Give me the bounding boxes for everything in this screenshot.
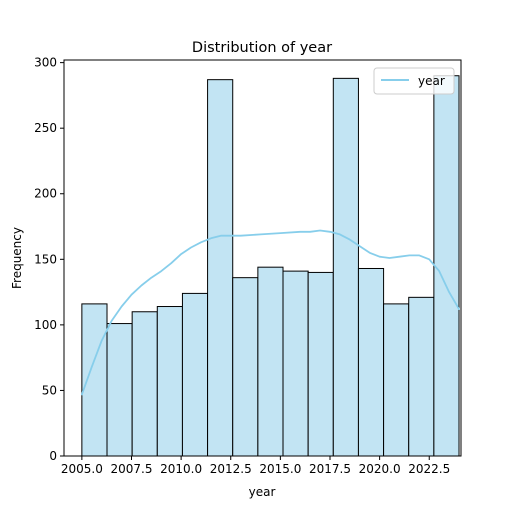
x-axis-ticks: 2005.0 2007.5 2010.0 2012.5 2015.0 2017.5 2020… <box>61 456 450 476</box>
x-axis-label: year <box>249 485 276 499</box>
histogram-bar <box>383 303 410 457</box>
histogram-bar <box>156 306 183 457</box>
histogram-bar <box>207 79 234 457</box>
histogram-bar <box>332 77 359 457</box>
x-tick-label: 2020.0 <box>359 462 401 476</box>
x-tick-label: 2005.0 <box>61 462 103 476</box>
x-tick-label: 2015.0 <box>259 462 301 476</box>
y-tick-label: 50 <box>42 383 57 397</box>
histogram-bar <box>106 323 133 457</box>
histogram-bar <box>357 267 385 457</box>
histogram-bar <box>408 296 435 457</box>
x-tick-label: 2017.5 <box>309 462 351 476</box>
x-tick-label: 2007.5 <box>110 462 152 476</box>
x-tick-label: 2010.0 <box>160 462 202 476</box>
histogram-bar <box>131 311 158 457</box>
histogram-bar <box>181 292 209 457</box>
bars-group <box>81 75 460 457</box>
histogram-bar <box>257 266 284 457</box>
y-axis-label: Frequency <box>10 227 24 289</box>
histogram-bar <box>282 270 309 457</box>
legend: year <box>373 67 455 95</box>
x-tick-label: 2022.5 <box>408 462 450 476</box>
y-axis-ticks: 0 50 100 150 200 250 300 <box>34 56 64 463</box>
y-tick-label: 200 <box>34 187 57 201</box>
chart-title: Distribution of year <box>192 40 332 56</box>
x-tick-label: 2012.5 <box>210 462 252 476</box>
y-tick-label: 250 <box>34 121 57 135</box>
legend-label-year: year <box>418 74 445 88</box>
y-tick-label: 300 <box>34 56 57 70</box>
plot-frame <box>63 59 462 457</box>
y-tick-label: 0 <box>49 449 57 463</box>
y-tick-label: 100 <box>34 318 57 332</box>
y-tick-label: 150 <box>34 252 57 266</box>
legend-box <box>373 67 455 95</box>
kde-group <box>81 229 460 396</box>
histogram-bar <box>433 75 460 457</box>
histogram-bar <box>232 277 259 457</box>
kde-line-year <box>81 229 460 396</box>
histogram-bar <box>307 271 334 457</box>
histogram-bar <box>81 303 108 457</box>
